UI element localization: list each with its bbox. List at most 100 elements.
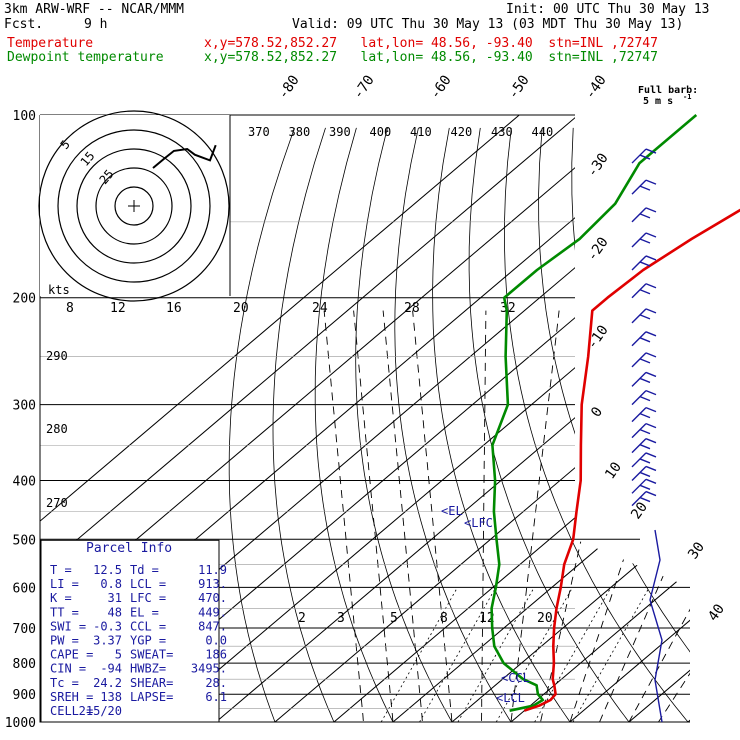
dry-adiabat (504, 127, 690, 722)
mixing-ratio-label: 24 (312, 301, 328, 316)
moist-adiabat (593, 310, 690, 722)
parcel-param-value: 449. (198, 605, 227, 619)
isotherm-label: 20 (628, 499, 651, 522)
wind-barb (639, 185, 651, 191)
isotherm-line (613, 115, 690, 722)
wind-barb (645, 452, 657, 458)
parcel-param-label: T = (50, 563, 72, 577)
parcel-param-label: K = (50, 591, 72, 605)
mixing-ratio-line (380, 587, 458, 722)
wind-barb (631, 465, 647, 481)
dewpoint-legend: Dewpoint temperature (7, 50, 164, 65)
parcel-param-value: 847. (198, 619, 227, 633)
wind-barb (639, 314, 651, 320)
mixing-ratio-line (457, 587, 535, 722)
wind-barb (639, 358, 651, 364)
parcel-param-value: 470. (198, 591, 227, 605)
wind-barb (645, 331, 657, 337)
low-level-wind-barbs (649, 529, 663, 723)
parcel-param-value: 215/20 (79, 704, 122, 718)
pressure-label: 100 (13, 109, 36, 124)
isotherm-label: 40 (705, 601, 728, 624)
mixing-ratio-label: 32 (500, 301, 516, 316)
parcel-param-label: PW = (50, 634, 79, 648)
dry-adiabat (394, 127, 520, 722)
moist-adiabat (323, 310, 366, 722)
parcel-param-value: 913. (198, 577, 227, 591)
parcel-param-value: 186 (205, 648, 227, 662)
parcel-param-value: 6.1 (205, 690, 227, 704)
barb-legend-exponent: -1 (683, 93, 691, 101)
dry-adiabat (603, 127, 690, 722)
parcel-param-label: SREH = (50, 690, 93, 704)
parcel-param-value: -94 (100, 662, 122, 676)
hodograph-ring (95, 167, 173, 245)
dry-adiabat (228, 127, 295, 722)
mixing-ratio-line (419, 587, 497, 722)
pressure-label: 400 (13, 474, 36, 489)
mixing-ratio-label: 12 (110, 301, 126, 316)
isotherm-label: 0 (588, 404, 606, 420)
wind-barb (645, 438, 657, 444)
parcel-info-title: Parcel Info (86, 541, 172, 556)
isotherm-line (377, 115, 690, 722)
theta-label: 370 (248, 125, 270, 139)
wind-barb (645, 371, 657, 378)
wind-barb (645, 352, 657, 358)
dry-adiabat (272, 127, 341, 722)
forecast-hours: 9 h (84, 17, 108, 32)
wind-barb (639, 428, 651, 435)
pressure-label: 200 (13, 292, 36, 307)
parcel-param-label: LAPSE= (130, 690, 173, 704)
isotherm-line (554, 115, 690, 722)
parcel-param-label: CIN = (50, 662, 86, 676)
theta-label: 410 (410, 125, 432, 139)
isotherm-label: 30 (685, 539, 708, 562)
wind-barb (639, 471, 651, 478)
theta-label: 380 (289, 125, 311, 139)
moist-adiabat (382, 310, 425, 722)
pressure-label: 600 (13, 581, 36, 596)
dry-adiabat (571, 127, 690, 722)
dewpoint-location: x,y=578.52,852.27 lat,lon= 48.56, -93.40… (204, 50, 658, 65)
wind-barb (639, 444, 651, 450)
diagram-frame (39, 115, 690, 723)
dewpoint-profile (490, 114, 698, 712)
valid-time: Valid: 09 UTC Thu 30 May 13 (03 MDT Thu … (292, 17, 684, 32)
hodograph-ring (38, 110, 230, 302)
parcel-param-value: -0.3 (93, 619, 122, 633)
isotherm-line (141, 115, 690, 722)
parcel-param-value: 24.2 (93, 676, 122, 690)
moist-adiabat (621, 310, 690, 722)
wind-barb (631, 352, 647, 368)
wind-barb (631, 207, 647, 223)
wind-barb (639, 238, 651, 244)
parcel-param-value: 12.5 (93, 563, 122, 577)
level-annotation: <CCL (501, 671, 530, 685)
hodograph-ring (57, 129, 211, 283)
isotherm-label: -70 (350, 72, 378, 102)
wind-barb (645, 232, 657, 238)
hodograph-ring (114, 186, 154, 226)
wind-barb (631, 478, 647, 494)
level-annotation: <LCL (496, 691, 525, 705)
parcel-param-value: 0.0 (205, 634, 227, 648)
parcel-param-value: 0.8 (100, 577, 122, 591)
wind-barb (639, 337, 651, 343)
mixing-ratio-label: 8 (66, 301, 74, 316)
wind-barb (639, 484, 651, 490)
wind-barb (639, 261, 651, 267)
dry-adiabat (697, 128, 740, 735)
parcel-param-value: 48 (108, 605, 122, 619)
pressure-label: 700 (13, 622, 36, 637)
wind-barb (631, 452, 647, 468)
wind-barb (645, 148, 657, 154)
parcel-param-label: EL = (130, 605, 159, 619)
parcel-param-label: SWI = (50, 619, 86, 633)
wind-barb (639, 412, 651, 419)
forecast-label: Fcst. (4, 17, 44, 32)
mixing-ratio-label: 5 (390, 611, 398, 626)
mixing-ratio-label: 20 (233, 301, 249, 316)
isotherm-line (495, 115, 690, 722)
